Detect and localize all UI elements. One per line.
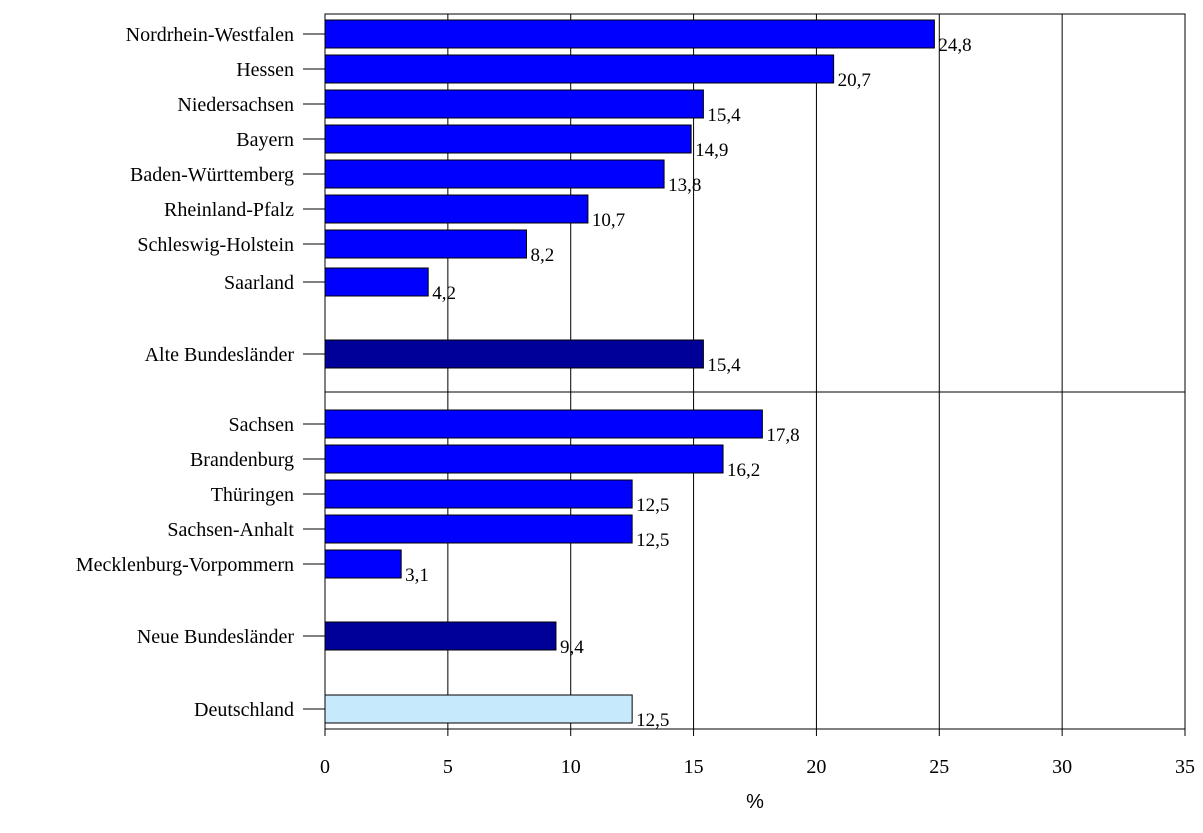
category-label: Sachsen-Anhalt [167,519,294,541]
category-label: Neue Bundesländer [137,626,295,648]
plot-frame [324,13,1186,730]
category-label: Nordrhein-Westfalen [126,24,294,46]
bar-state [324,54,835,84]
category-labels: Nordrhein-Westfalen Hessen Niedersachsen Ba… [76,24,325,721]
category-label: Thüringen [211,484,294,506]
bar-value-label: 12,5 [636,710,669,731]
category-label: Rheinland-Pfalz [164,199,294,221]
bar-state [324,229,527,259]
x-axis-label: % [746,791,764,813]
bar-value-label: 12,5 [636,495,669,516]
bar-value-label: 12,5 [636,530,669,551]
bar-value-label: 24,8 [938,35,971,56]
bar-state [324,19,935,49]
category-label: Hessen [236,59,294,81]
category-label: Baden-Württemberg [130,164,294,186]
bar-value-label: 20,7 [838,70,871,91]
bar-state [324,124,692,154]
bar-value-label: 15,4 [707,355,741,376]
bar-value-label: 3,1 [405,565,429,586]
bar-state [324,89,704,119]
category-label: Schleswig-Holstein [137,234,294,256]
x-tick-label: 15 [684,756,704,778]
bar-state [324,444,724,474]
bar-state [324,514,633,544]
category-label: Mecklenburg-Vorpommern [76,554,294,576]
category-label: Saarland [224,272,294,294]
bar-total [324,621,557,651]
x-tick-label: 5 [443,756,453,778]
bar-value-label: 16,2 [727,460,760,481]
x-axis-ticks: 0 5 10 15 20 25 30 35 [320,729,1195,778]
bar-value-label: 14,9 [695,140,728,161]
bar-state [324,159,665,189]
category-label: Alte Bundesländer [145,344,295,366]
bar-state [324,549,402,579]
bar-state [324,267,429,297]
bar-state [324,409,763,439]
bars: 24,8 20,7 15,4 14,9 13,8 10,7 8,2 4,2 15,4 17,8 16… [324,19,972,731]
category-label: Deutschland [194,699,294,721]
x-tick-label: 25 [929,756,949,778]
bar-value-label: 9,4 [560,637,584,658]
category-label: Sachsen [228,414,294,436]
bar-state [324,194,589,224]
category-label: Brandenburg [190,449,294,471]
bar-state [324,479,633,509]
bar-value-label: 10,7 [592,210,625,231]
bar-value-label: 8,2 [530,245,554,266]
x-tick-label: 35 [1175,756,1195,778]
category-label: Bayern [236,129,294,151]
bar-value-label: 13,8 [668,175,701,196]
bar-total [324,339,704,369]
x-tick-label: 10 [561,756,581,778]
bar-national [324,694,633,724]
x-tick-label: 0 [320,756,330,778]
x-tick-label: 30 [1052,756,1072,778]
x-tick-label: 20 [806,756,826,778]
bar-value-label: 4,2 [432,283,456,304]
bar-value-label: 15,4 [707,105,741,126]
bar-value-label: 17,8 [766,425,799,446]
category-label: Niedersachsen [177,94,294,116]
